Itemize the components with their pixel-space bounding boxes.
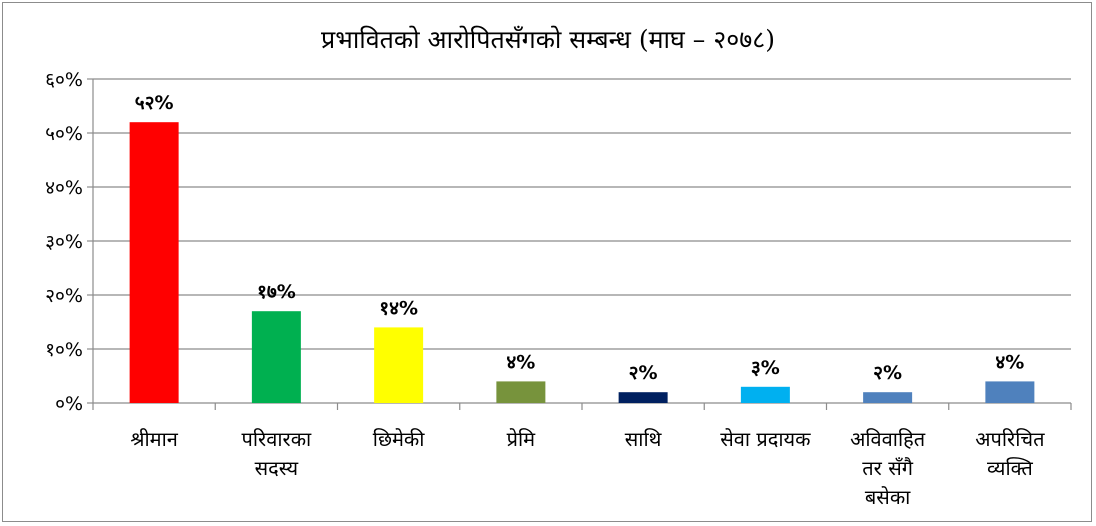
data-label: २% (873, 362, 902, 384)
bar (374, 327, 424, 403)
y-tick-label: १०% (45, 339, 83, 361)
bar (496, 381, 546, 403)
x-category-label: साथि (625, 427, 663, 451)
x-category-label: सदस्य (255, 456, 299, 480)
bar (985, 381, 1035, 403)
data-label: १४% (379, 297, 418, 319)
y-tick-label: ५०% (45, 123, 83, 145)
bar (251, 311, 301, 403)
data-label: ४% (995, 351, 1024, 373)
x-category-label: श्रीमान (130, 427, 178, 451)
bar (863, 392, 913, 403)
x-category-label: अपरिचित (975, 427, 1045, 451)
x-category-label: व्यक्ति (987, 456, 1033, 480)
x-category-label: प्रेमि (507, 427, 537, 451)
x-category-label: बसेका (865, 485, 911, 509)
chart-title: प्रभावितको आरोपितसँगको सम्बन्ध (माघ – २०… (321, 25, 775, 54)
data-label: २% (629, 362, 658, 384)
x-category-label: परिवारका (242, 427, 313, 451)
x-category-label: छिमेकी (373, 427, 426, 451)
data-label: ३% (751, 357, 780, 379)
data-label: १७% (257, 281, 296, 303)
x-category-label: सेवा प्रदायक (720, 427, 811, 451)
y-tick-label: ६०% (45, 69, 83, 91)
bar (740, 386, 790, 403)
data-label: ५२% (135, 92, 174, 114)
x-category-label: अविवाहित (850, 427, 926, 451)
y-tick-label: ४०% (45, 177, 83, 199)
y-tick-label: ३०% (45, 231, 83, 253)
data-label: ४% (506, 351, 535, 373)
bar (129, 122, 179, 403)
y-tick-label: २०% (45, 285, 83, 307)
x-category-label: तर सँगै (862, 456, 913, 480)
bar (618, 392, 668, 403)
y-tick-label: ०% (55, 393, 83, 415)
